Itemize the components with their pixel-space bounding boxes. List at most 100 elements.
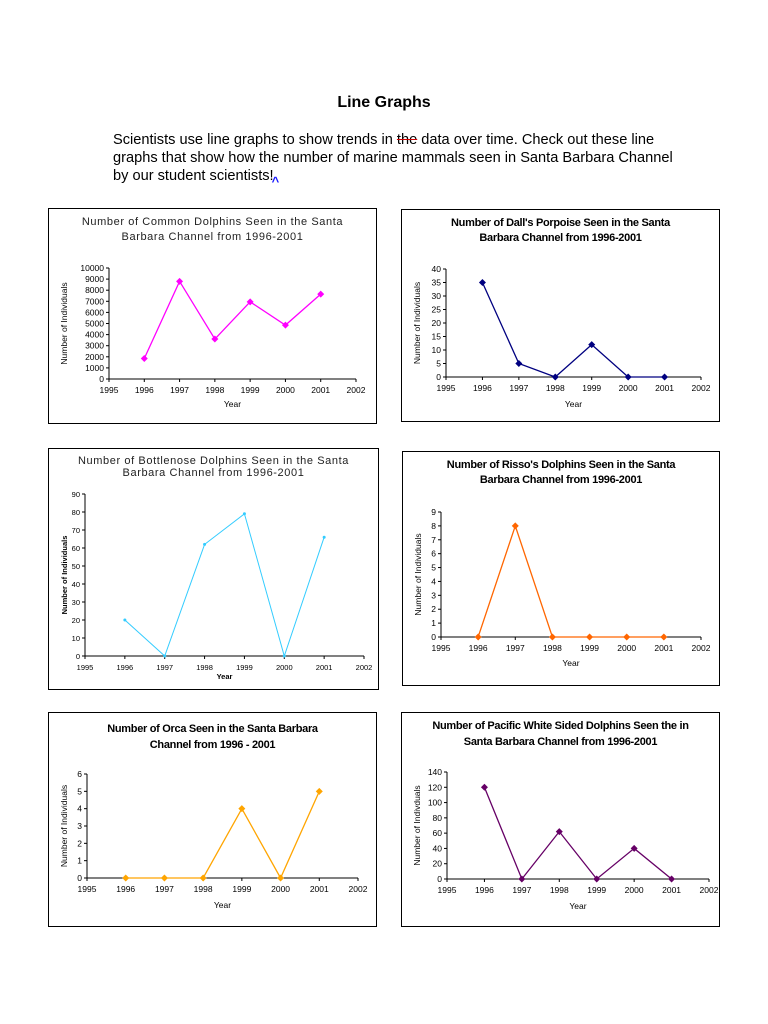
y-tick-label: 0 [99,374,104,384]
y-tick-label: 8 [431,521,436,531]
x-tick-label: 1995 [100,385,119,395]
x-tick-label: 2000 [271,884,290,894]
x-axis-label: Year [224,399,241,409]
x-tick-label: 2001 [316,663,333,672]
x-tick-label: 1998 [550,885,569,895]
chart-plot: 0 20 40 60 80 100 120 140 1995 1996 1997 1998 1999 20… [412,767,719,911]
y-tick-label: 20 [433,859,443,869]
intro-struck-word: the [396,132,418,148]
data-point [518,875,526,883]
x-tick-label: 2001 [654,643,673,653]
y-tick-label: 60 [72,544,80,553]
y-tick-label: 9000 [85,274,104,284]
x-tick-label: 1996 [473,383,492,393]
chart-common-dolphins: Number of Common Dolphins Seen in the Sa… [48,208,377,424]
x-tick-label: 1996 [469,643,488,653]
y-tick-label: 90 [72,490,80,499]
y-tick-label: 0 [431,632,436,642]
y-tick-label: 2 [77,838,82,848]
y-tick-label: 10 [72,634,80,643]
chart-title-line2: Barbara Channel from 1996-2001 [121,231,304,243]
x-tick-label: 2002 [347,385,366,395]
y-tick-label: 4 [431,576,436,586]
x-tick-label: 1997 [156,663,173,672]
x-tick-label: 1999 [580,643,599,653]
x-tick-label: 1995 [438,885,457,895]
y-tick-label: 3 [431,590,436,600]
x-axis-label: Year [217,672,233,681]
data-point [199,874,207,882]
y-tick-label: 6000 [85,307,104,317]
x-tick-label: 1999 [232,884,251,894]
y-tick-label: 0 [436,372,441,382]
y-tick-label: 15 [432,332,442,342]
chart-plot: 0 1 2 3 4 5 6 1995 1996 1997 1998 1999 2000 2001 2002 Y… [59,769,368,910]
x-tick-label: 1999 [582,383,601,393]
data-point [660,633,668,641]
x-tick-label: 1998 [205,385,224,395]
y-tick-label: 40 [432,264,442,274]
data-point [474,633,482,641]
series-line [481,282,665,378]
y-tick-label: 10000 [80,263,104,273]
data-point [140,354,148,362]
chart-plot: 0 1 2 3 4 5 6 7 8 9 1995 1996 1997 1998 1999 2000 2001 20… [413,507,711,668]
x-tick-label: 2001 [655,383,674,393]
y-tick-label: 1 [77,856,82,866]
insert-caret-mark: ^ [271,174,280,189]
y-tick-label: 5 [436,359,441,369]
y-tick-label: 100 [428,798,442,808]
chart-title-line1: Number of Pacific White Sided Dolphins S… [432,720,689,732]
chart-orca: Number of Orca Seen in the Santa Barbara… [48,712,377,927]
data-point [277,874,285,882]
y-tick-label: 25 [432,305,442,315]
y-tick-label: 7000 [85,296,104,306]
x-tick-label: 1995 [437,383,456,393]
data-point [282,654,286,658]
data-point [238,805,246,813]
y-axis-label: Number of Individuals [413,533,423,615]
chart-title-line1: Number of Risso's Dolphins Seen in the S… [446,459,676,471]
data-point [624,373,632,381]
data-point [246,298,254,306]
chart-bottlenose-dolphins: Number of Bottlenose Dolphins Seen in th… [48,448,379,690]
y-tick-label: 35 [432,278,442,288]
data-point [511,522,519,530]
y-tick-label: 10 [432,345,442,355]
x-tick-label: 2002 [349,884,368,894]
chart-title-line1: Number of Common Dolphins Seen in the Sa… [81,216,344,228]
y-tick-label: 30 [432,291,442,301]
y-tick-label: 20 [72,616,80,625]
data-point [211,335,219,343]
chart-plot: 0 5 10 15 20 25 30 35 40 1995 1996 1997 1998 1999 2000… [412,264,711,409]
data-point [160,874,168,882]
series-line [125,791,320,880]
x-tick-label: 1996 [116,884,135,894]
intro-paragraph: Scientists use line graphs to show trend… [113,132,673,189]
y-tick-label: 80 [433,813,443,823]
data-point [480,783,488,791]
x-tick-label: 1997 [512,885,531,895]
x-tick-label: 1999 [241,385,260,395]
chart-dalls-porpoise: Number of Dall's Porpoise Seen in the Sa… [401,209,720,422]
x-tick-label: 2000 [276,663,293,672]
data-point [322,535,326,539]
y-tick-label: 120 [428,782,442,792]
x-tick-label: 1998 [194,884,213,894]
x-tick-label: 2000 [276,385,295,395]
x-tick-label: 1997 [506,643,525,653]
data-point [586,633,594,641]
data-point [163,654,167,658]
y-tick-label: 5000 [85,319,104,329]
y-axis-label: Number of Individuals [412,282,422,364]
x-tick-label: 2000 [625,885,644,895]
chart-title-line2: Santa Barbara Channel from 1996-2001 [463,736,658,748]
chart-plot: 0100020003000400050006000700080009000100… [59,263,366,409]
x-tick-label: 2001 [311,385,330,395]
x-tick-label: 1997 [509,383,528,393]
data-point [551,373,559,381]
data-point [122,874,130,882]
y-tick-label: 1 [431,618,436,628]
data-point [668,875,676,883]
x-tick-label: 2001 [662,885,681,895]
